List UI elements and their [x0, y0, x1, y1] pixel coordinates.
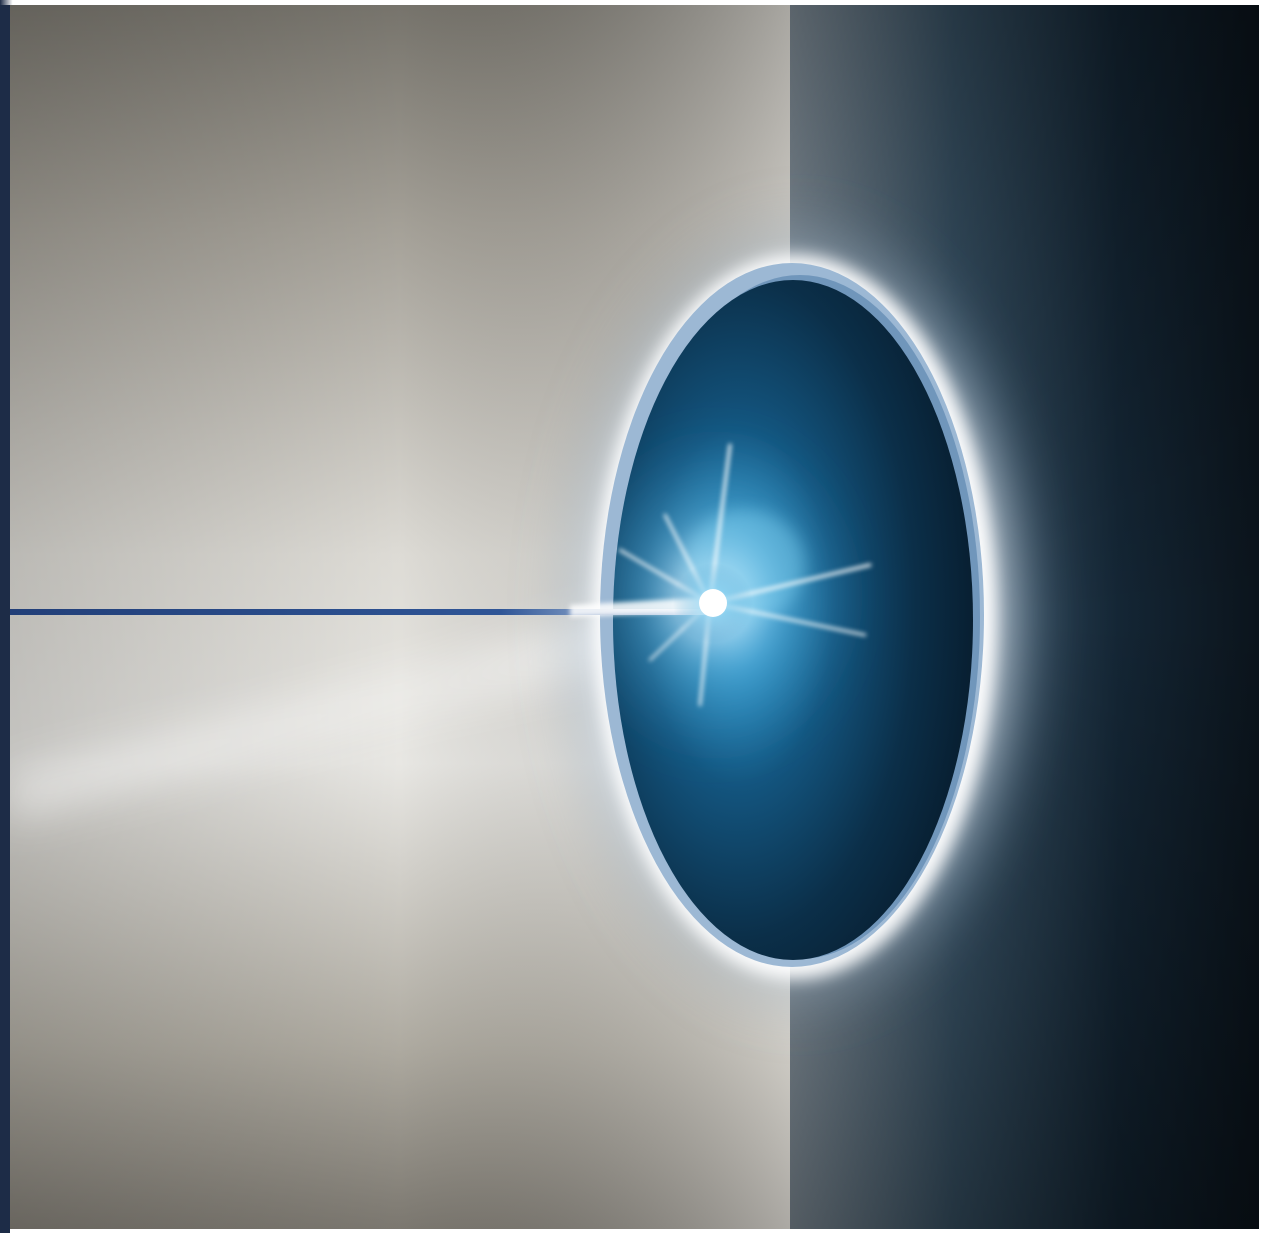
- light-core: [699, 589, 727, 617]
- bottom-frame-border: [10, 1229, 1265, 1233]
- right-frame-border: [1259, 0, 1265, 1233]
- top-frame-border: [0, 0, 1265, 5]
- light-beam: [10, 585, 710, 820]
- laser-line: [10, 609, 710, 615]
- artwork: [10, 5, 1259, 1229]
- portal-illustration: [10, 5, 1259, 1229]
- left-frame-border: [0, 0, 10, 1233]
